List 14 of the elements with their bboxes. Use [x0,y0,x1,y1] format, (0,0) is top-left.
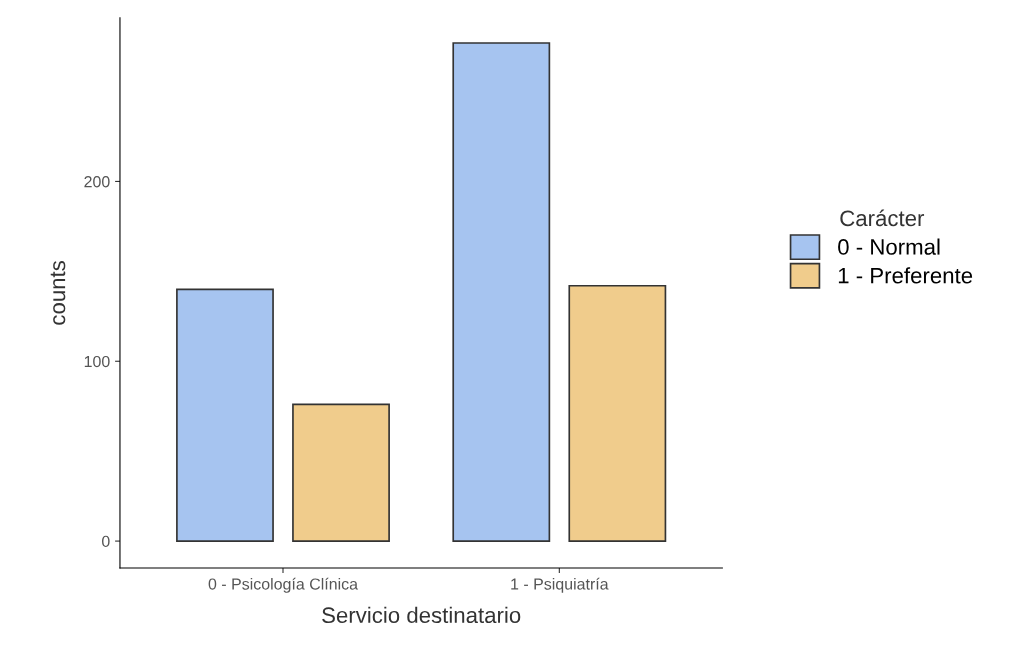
y-axis-title: counts [50,260,66,325]
legend-label: 0 - Normal [838,238,940,255]
legend-title: Carácter [840,209,925,227]
bar [452,42,551,542]
bar [568,284,667,542]
bar [292,403,390,542]
y-tick-label: 0 [101,535,110,548]
legend-label: 1 - Preferente [838,267,973,284]
y-tick-label: 200 [84,176,110,188]
x-tick-label: 0 - Psicología Clínica [208,577,359,593]
x-axis-title: Servicio destinatario [322,606,521,624]
x-tick-label: 1 - Psiquiatría [511,577,609,593]
y-tick-label: 100 [84,355,110,368]
bar [176,288,274,542]
